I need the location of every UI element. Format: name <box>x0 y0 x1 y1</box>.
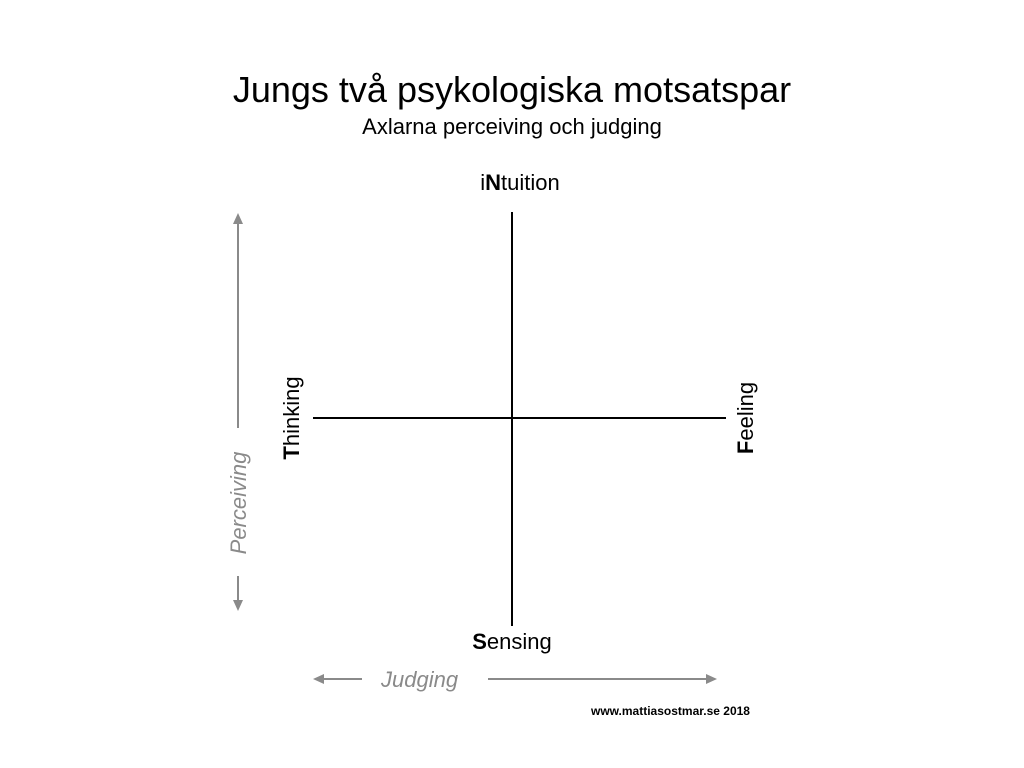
pole-thinking-emphasis: T <box>279 446 304 460</box>
pole-sensing-rest: ensing <box>486 629 552 654</box>
pole-sensing-emphasis: S <box>472 629 487 654</box>
pole-sensing: Sensing <box>0 629 1024 655</box>
pole-intuition-prefix: i <box>480 170 486 195</box>
pole-thinking: Thinking <box>279 376 305 459</box>
judging-arrow-left-head <box>313 674 324 684</box>
pole-feeling-emphasis: F <box>733 440 758 455</box>
page-subtitle: Axlarna perceiving och judging <box>362 114 662 139</box>
pole-feeling: Feeling <box>733 382 759 454</box>
judging-axis-label: Judging <box>381 667 459 692</box>
perceiving-arrow-up-head <box>233 213 243 224</box>
credit-text: www.mattiasostmar.se 2018 <box>591 704 750 718</box>
perceiving-arrow-down-head <box>233 600 243 611</box>
pole-intuition: iNtuition <box>0 170 1024 196</box>
perceiving-axis-label: Perceiving <box>226 451 251 555</box>
judging-arrow-right-head <box>706 674 717 684</box>
pole-intuition-emphasis: N <box>485 170 502 195</box>
pole-intuition-rest: tuition <box>501 170 560 195</box>
pole-feeling-rest: eeling <box>733 381 758 441</box>
pole-thinking-rest: hinking <box>279 376 304 447</box>
page-title: Jungs två psykologiska motsatspar <box>232 69 792 110</box>
